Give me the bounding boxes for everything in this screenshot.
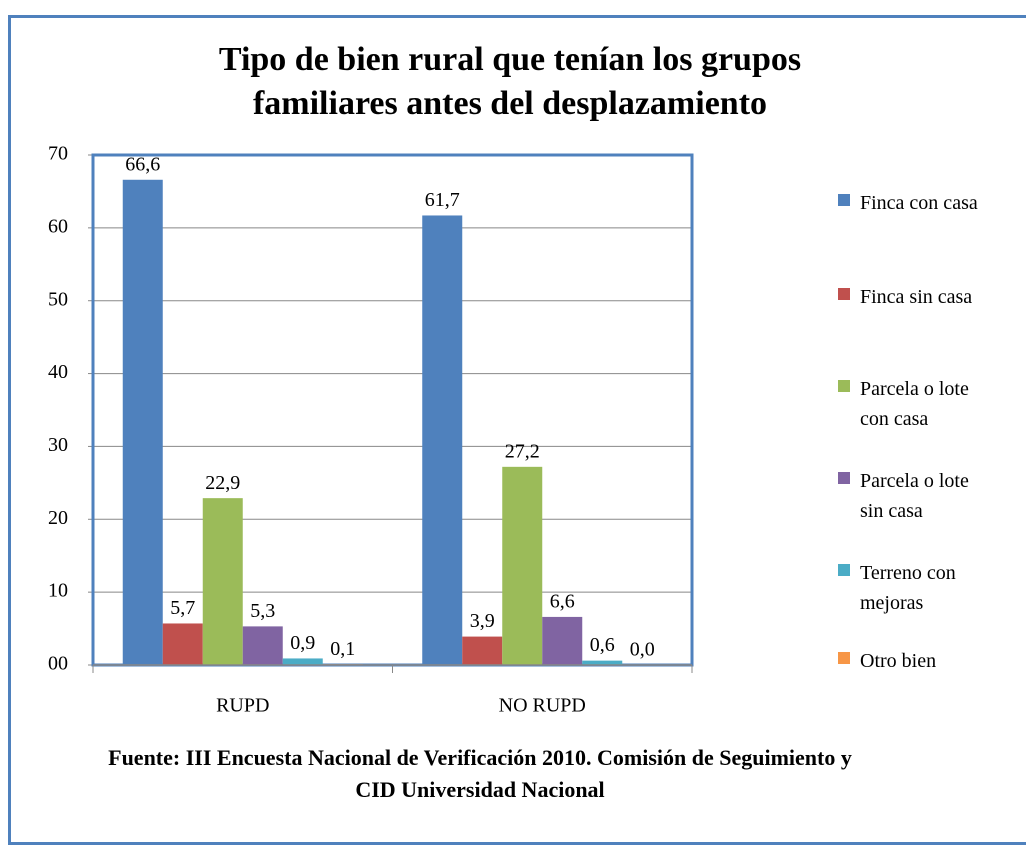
y-tick-label: 10 xyxy=(48,580,68,602)
legend-swatch xyxy=(838,564,850,576)
legend-entry: Parcela o lote con casa xyxy=(838,374,992,434)
data-label: 5,3 xyxy=(250,600,275,622)
legend-label: Otro bien xyxy=(860,650,937,672)
bar xyxy=(462,636,503,665)
legend-label: Parcela o lote sin casa xyxy=(860,470,969,522)
bar xyxy=(502,466,543,665)
legend-swatch xyxy=(838,652,850,664)
y-tick-label: 30 xyxy=(48,434,68,456)
legend-swatch xyxy=(838,472,850,484)
legend-entry: Parcela o lote sin casa xyxy=(838,466,992,526)
bar xyxy=(582,660,623,665)
legend-entry: Finca sin casa xyxy=(838,282,992,312)
legend-swatch xyxy=(838,288,850,300)
data-label: 0,6 xyxy=(590,634,615,656)
bar xyxy=(422,215,463,665)
legend-label: Finca sin casa xyxy=(860,286,973,308)
data-label: 3,9 xyxy=(470,610,495,632)
plot-border xyxy=(91,153,694,667)
y-tick-label: 60 xyxy=(48,215,68,237)
legend-label: Parcela o lote con casa xyxy=(860,378,969,430)
legend-entry: Otro bien xyxy=(838,646,992,676)
legend-swatch xyxy=(838,194,850,206)
y-tick-label: 20 xyxy=(48,507,68,529)
y-tick-label: 50 xyxy=(48,288,68,310)
y-tick-label: 40 xyxy=(48,361,68,383)
legend-entry: Terreno con mejoras xyxy=(838,558,992,618)
legend-entry: Finca con casa xyxy=(838,188,992,218)
x-tick-label: NO RUPD xyxy=(499,695,586,717)
data-label: 27,2 xyxy=(505,440,540,462)
data-label: 0,0 xyxy=(630,639,655,661)
data-label: 0,9 xyxy=(290,632,315,654)
bar xyxy=(282,658,323,665)
legend-label: Terreno con mejoras xyxy=(860,562,956,614)
bar xyxy=(122,179,163,665)
bar xyxy=(162,623,203,665)
data-label: 0,1 xyxy=(330,638,355,660)
bar xyxy=(242,626,283,665)
data-label: 66,6 xyxy=(125,153,160,175)
chart-title: Tipo de bien rural que tenían los grupos… xyxy=(218,41,802,122)
y-tick-label: 00 xyxy=(48,653,68,675)
data-label: 22,9 xyxy=(205,472,240,494)
data-label: 61,7 xyxy=(425,189,460,211)
bar xyxy=(202,498,243,665)
data-label: 6,6 xyxy=(550,591,575,613)
legend-label: Finca con casa xyxy=(860,192,978,214)
y-tick-label: 70 xyxy=(48,143,68,165)
bar xyxy=(542,616,583,665)
source-note: Fuente: III Encuesta Nacional de Verific… xyxy=(108,745,852,802)
x-tick-label: RUPD xyxy=(216,695,269,717)
legend-swatch xyxy=(838,380,850,392)
data-label: 5,7 xyxy=(170,597,195,619)
